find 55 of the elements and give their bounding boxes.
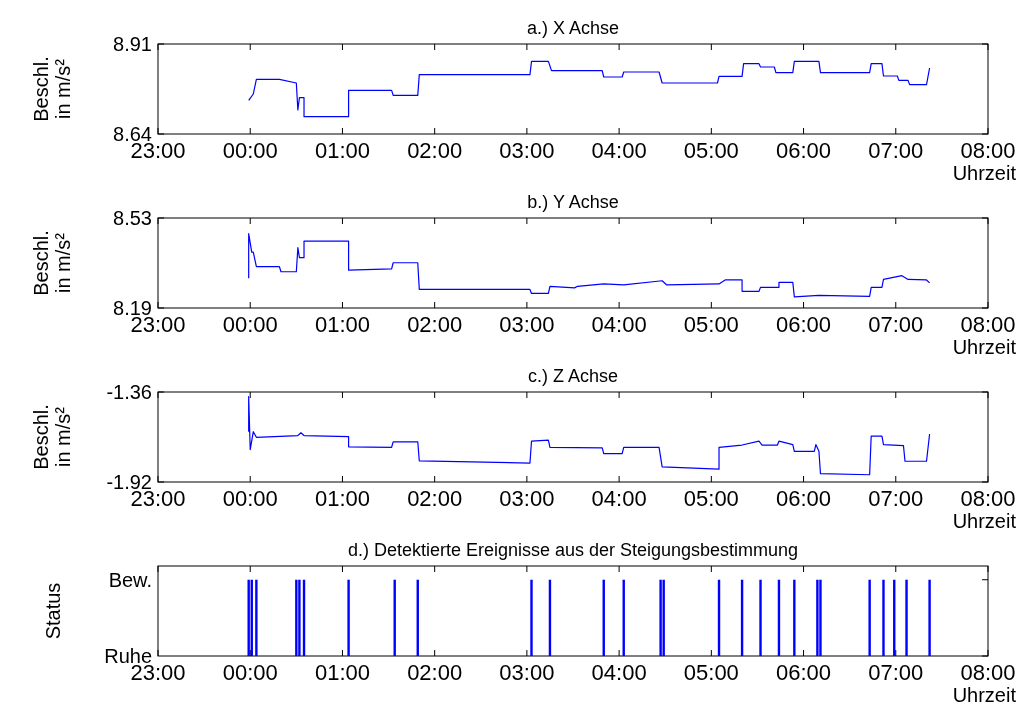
x-tick-label: 02:00 — [407, 486, 463, 511]
x-tick-label: 03:00 — [499, 312, 555, 337]
x-tick-label: 01:00 — [314, 660, 370, 685]
chart-title: a.) X Achse — [526, 18, 620, 38]
x-tick-label: 08:00 — [960, 486, 1016, 511]
x-axis-title: Uhrzeit — [952, 162, 1017, 184]
x-tick-label: 00:00 — [222, 312, 278, 337]
y-axis-title: Beschl. in m/s² — [30, 404, 74, 470]
y-tick-label: 8.53 — [113, 207, 152, 229]
x-tick-label: 02:00 — [407, 138, 463, 163]
x-tick-label: 00:00 — [222, 486, 278, 511]
y-axis-title: Beschl. in m/s² — [30, 56, 74, 122]
x-tick-label: 06:00 — [776, 138, 832, 163]
x-tick-label: 04:00 — [591, 138, 647, 163]
line-series — [248, 60, 931, 118]
y-tick-label: 8.91 — [113, 33, 152, 55]
x-tick-label: 04:00 — [591, 660, 647, 685]
text: Bew. — [108, 568, 152, 591]
x-tick-label: 06:00 — [776, 660, 832, 685]
x-tick-label: 03:00 — [499, 660, 555, 685]
y-tick-label: -1.36 — [106, 381, 152, 403]
x-tick-label: 02:00 — [407, 312, 463, 337]
x-tick-label: 04:00 — [591, 486, 647, 511]
x-tick-label: 01:00 — [314, 486, 370, 511]
x-tick-label: 07:00 — [868, 312, 924, 337]
x-tick-label: 07:00 — [868, 486, 924, 511]
x-tick-label: 05:00 — [683, 138, 739, 163]
x-tick-label: 01:00 — [314, 138, 370, 163]
x-tick-label: 00:00 — [222, 660, 278, 685]
x-tick-label: 00:00 — [222, 138, 278, 163]
line-series — [248, 233, 931, 298]
x-tick-label: 05:00 — [683, 312, 739, 337]
x-tick-label: 06:00 — [776, 486, 832, 511]
x-tick-label: 08:00 — [960, 312, 1016, 337]
x-axis-title: Uhrzeit — [952, 510, 1017, 532]
x-tick-label: 04:00 — [591, 312, 647, 337]
x-tick-label: 05:00 — [683, 486, 739, 511]
chart-title: c.) Z Achse — [527, 366, 619, 386]
chart-title: b.) Y Achse — [527, 192, 619, 212]
x-tick-label: 08:00 — [960, 138, 1016, 163]
x-axis-title: Uhrzeit — [952, 684, 1017, 706]
x-tick-label: 06:00 — [776, 312, 832, 337]
y-axis-title: Status — [42, 582, 64, 640]
x-tick-label: 03:00 — [499, 138, 555, 163]
x-tick-label: 08:00 — [960, 660, 1016, 685]
line-series — [248, 395, 931, 476]
x-tick-label: 07:00 — [868, 138, 924, 163]
chart-title: d.) Detektierte Ereignisse aus der Steigungsbestimmung — [347, 540, 799, 560]
x-tick-label: 02:00 — [407, 660, 463, 685]
x-tick-label: 07:00 — [868, 660, 924, 685]
x-tick-label: 01:00 — [314, 312, 370, 337]
x-tick-label: 05:00 — [683, 660, 739, 685]
x-tick-label: 03:00 — [499, 486, 555, 511]
y-axis-title: Beschl. in m/s² — [30, 230, 74, 296]
x-axis-title: Uhrzeit — [952, 336, 1017, 358]
